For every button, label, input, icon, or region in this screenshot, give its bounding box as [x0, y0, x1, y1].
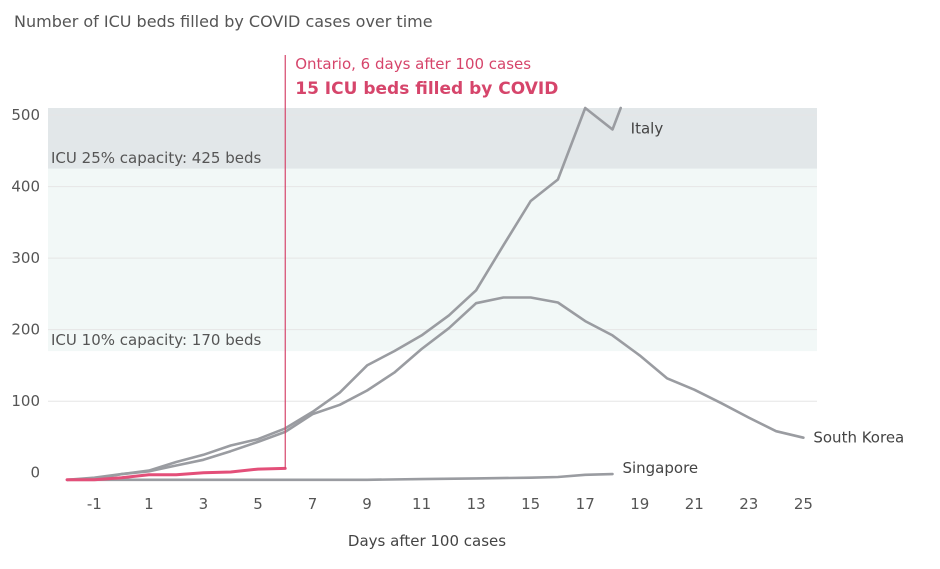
band-0: [48, 108, 817, 169]
y-tick-200: 200: [11, 321, 40, 339]
x-axis-ticks: -1 1 3 5 7 9 11 13 15 17 19 21 23 25: [87, 495, 813, 513]
x-tick-21: 21: [685, 495, 704, 513]
x-tick-9: 9: [362, 495, 372, 513]
y-tick-400: 400: [11, 178, 40, 196]
y-axis-ticks: 0 100 200 300 400 500: [11, 106, 40, 482]
series-label-singapore: Singapore: [622, 459, 698, 477]
annotation-text-1: Ontario, 6 days after 100 cases: [295, 55, 531, 73]
x-tick-3: 3: [199, 495, 209, 513]
band-1: [48, 168, 817, 352]
annotation-group: Ontario, 6 days after 100 cases 15 ICU be…: [284, 55, 558, 469]
x-tick-19: 19: [630, 495, 649, 513]
x-tick-15: 15: [521, 495, 540, 513]
x-tick-11: 11: [412, 495, 431, 513]
y-tick-500: 500: [11, 106, 40, 124]
y-tick-0: 0: [30, 464, 40, 482]
series-line-italy: [65, 106, 622, 482]
series-line-south-korea: [65, 296, 805, 482]
series-label-south-korea: South Korea: [813, 429, 904, 447]
x-tick-7: 7: [308, 495, 318, 513]
x-tick-25: 25: [794, 495, 813, 513]
chart-title: Number of ICU beds filled by COVID cases…: [14, 12, 433, 31]
x-tick-1: 1: [144, 495, 154, 513]
band-label-0: ICU 25% capacity: 425 beds: [51, 149, 261, 167]
x-tick-23: 23: [739, 495, 758, 513]
capacity-bands: ICU 25% capacity: 425 beds ICU 10% capaci…: [48, 108, 817, 352]
x-tick-13: 13: [467, 495, 486, 513]
y-tick-100: 100: [11, 392, 40, 410]
series-lines: Italy South Korea Singapore: [65, 106, 904, 482]
band-label-1: ICU 10% capacity: 170 beds: [51, 331, 261, 349]
gridlines: [48, 114, 817, 402]
x-tick-5: 5: [253, 495, 263, 513]
x-tick-17: 17: [576, 495, 595, 513]
annotation-text-2: 15 ICU beds filled by COVID: [295, 79, 558, 99]
x-axis-label: Days after 100 cases: [348, 532, 506, 550]
y-tick-300: 300: [11, 249, 40, 267]
series-label-italy: Italy: [631, 119, 664, 137]
series-line-highlight: [65, 466, 287, 482]
x-tick-1: -1: [87, 495, 102, 513]
series-line-singapore: [65, 472, 614, 482]
